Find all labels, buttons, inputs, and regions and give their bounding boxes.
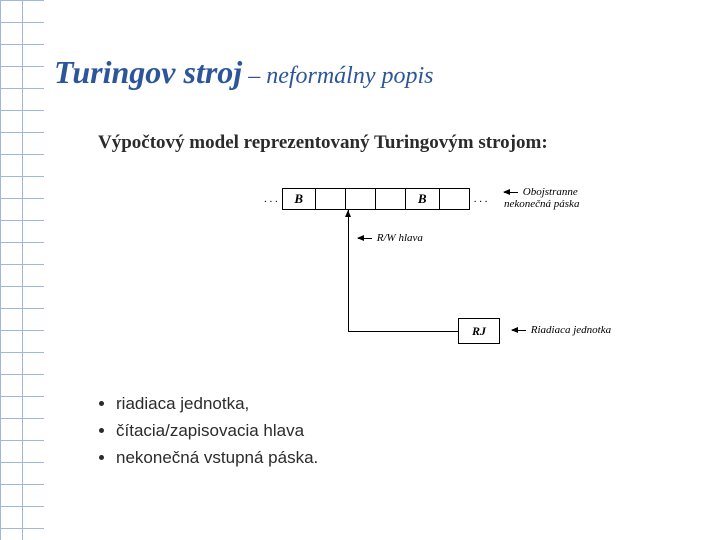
tape-label: Obojstranne nekonečná páska [504,186,579,210]
arrow-left-icon [512,330,526,331]
rw-head-label: R/W hlava [358,232,423,244]
rj-box: RJ [458,318,500,344]
tape-cell [346,188,376,210]
arrow-left-icon [504,192,518,193]
title-sub: – neformálny popis [242,63,433,89]
tape-cell [376,188,406,210]
bullet-list: riadiaca jednotka,čítacia/zapisovacia hl… [98,390,318,472]
arrow-up-icon [345,210,351,217]
tape-ellipsis-left: . . . [260,193,282,205]
tape-label-line1: Obojstranne [523,186,578,198]
tape-cell: B [282,188,316,210]
rj-label: Riadiaca jednotka [512,324,611,336]
tape-cell: B [406,188,440,210]
tape-cell [316,188,346,210]
title-main: Turingov stroj [54,54,242,90]
bullet-item: nekonečná vstupná páska. [116,444,318,471]
tape-ellipsis-right: . . . [470,193,492,205]
rj-text: RJ [472,324,486,339]
rj-label-text: Riadiaca jednotka [531,324,611,336]
slide-title: Turingov stroj – neformálny popis [54,54,434,91]
tape-label-line2: nekonečná páska [504,198,579,210]
head-vertical-line [348,210,349,331]
arrow-left-icon [358,238,372,239]
bullet-item: riadiaca jednotka, [116,390,318,417]
slide: Turingov stroj – neformálny popis Výpočt… [0,0,720,540]
rj-horizontal-line [348,331,458,332]
subtitle: Výpočtový model reprezentovaný Turingový… [98,132,638,154]
tape: . . .BB. . . [260,188,492,210]
turing-diagram: . . .BB. . . Obojstranne nekonečná páska… [260,188,690,368]
rw-head-text: R/W hlava [377,232,423,244]
tape-cell [440,188,470,210]
bullet-item: čítacia/zapisovacia hlava [116,417,318,444]
